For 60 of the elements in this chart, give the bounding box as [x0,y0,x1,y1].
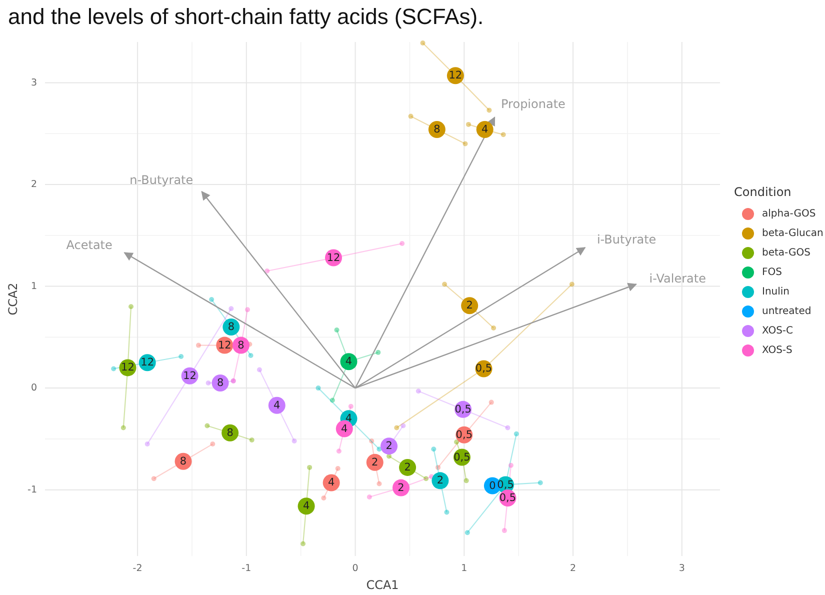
y-tick-label: -1 [28,484,37,496]
series-label: i-Valerate [649,272,706,286]
legend-label: beta-GOS [762,248,810,259]
annotation: 12 [140,356,154,369]
y-tick-label: 1 [30,280,37,292]
series-label: Acetate [66,238,112,252]
annotation: 4 [341,422,348,435]
annotation: 0,5 [497,478,514,491]
annotation: 12 [448,70,462,82]
annotation: 4 [328,476,335,489]
annotation: 4 [302,500,310,512]
annotation: 8 [216,376,224,389]
annotation: 0,5 [456,428,473,441]
annotation: 2 [398,482,404,494]
annotation: 8 [434,124,440,136]
legend-label: untreated [762,306,812,318]
x-axis-title: CCA1 [366,578,399,592]
x-tick-label: 0 [352,563,358,574]
series-label: Propionate [501,97,566,112]
y-tick-label: 3 [30,77,37,88]
annotation: 2 [372,456,378,468]
legend-label: XOS-S [762,345,792,356]
legend-title: Condition [734,185,792,199]
annotation: 0,5 [499,492,516,504]
y-tick-label: 0 [30,382,37,394]
annotation: 0,5 [454,403,472,416]
x-tick-label: 1 [461,563,468,574]
annotation: 4 [345,356,352,368]
annotation: 0 [489,480,496,492]
x-tick-label: 2 [570,563,576,574]
legend-label: Inulin [762,286,790,298]
annotation: 12 [326,252,340,264]
series-label: n-Butyrate [130,172,194,187]
annotation: 12 [183,370,196,382]
annotation: 0,5 [475,362,492,375]
annotation: 12 [121,362,134,374]
x-tick-label: -1 [242,563,252,574]
annotation: 0,5 [454,451,470,464]
annotation: 2 [386,440,392,452]
annotation: 2 [404,461,411,474]
legend-label: FOS [762,267,782,278]
annotation: 4 [274,399,281,412]
annotation: 8 [228,320,235,333]
legend-label: beta-Glucan [762,228,824,240]
y-axis-title: CCA2 [6,282,20,316]
y-tick-label: 2 [30,179,37,190]
text: and the levels of short-chain fatty acids (SCFAs). [8,4,484,29]
annotation: 8 [238,339,244,352]
annotation: 2 [436,474,444,487]
legend-label: alpha-GOS [762,208,816,220]
x-tick-label: -2 [132,563,142,574]
annotation: 8 [180,455,187,468]
annotation: 12 [218,339,232,352]
legend-label: XOS-C [762,326,794,337]
annotation: 4 [481,124,488,136]
annotation: 4 [345,412,352,425]
x-tick-label: 3 [678,563,685,574]
annotation: 8 [226,426,234,439]
series-label: i-Butyrate [596,232,656,247]
annotation: 2 [466,300,473,312]
